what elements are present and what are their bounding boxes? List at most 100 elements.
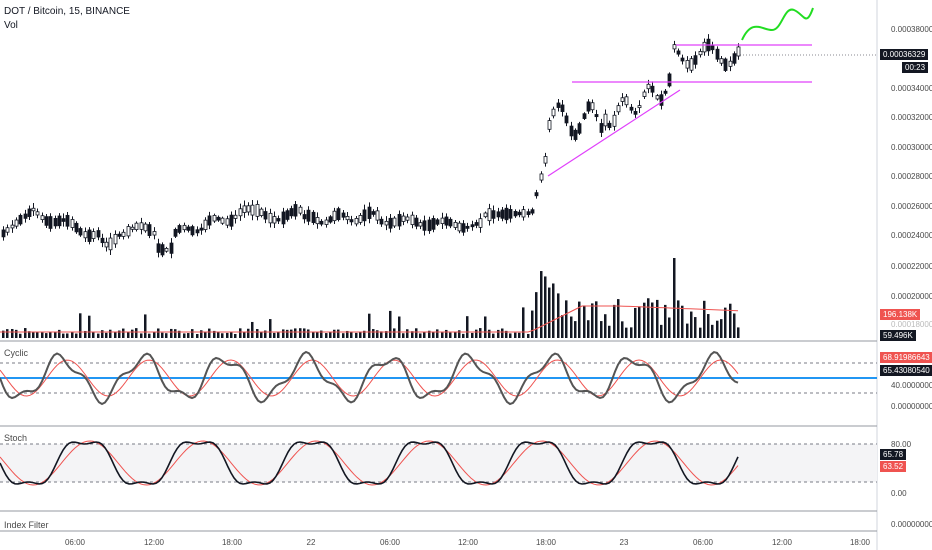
volume-bar (660, 324, 663, 338)
candle-body (169, 242, 174, 254)
candle-body (5, 227, 10, 233)
volume-bar (49, 332, 52, 338)
candle-body (96, 230, 101, 238)
time-tick: 12:00 (143, 538, 165, 547)
candle-body (324, 219, 329, 225)
candle-body (147, 224, 152, 236)
candle-body (551, 108, 556, 117)
symbol-title[interactable]: DOT / Bitcoin, 15, BINANCE (4, 6, 130, 17)
volume-bar (445, 329, 448, 338)
candle-body (698, 51, 703, 56)
stoch-label[interactable]: Stoch (4, 433, 28, 443)
index-filter-label[interactable]: Index Filter (4, 520, 49, 530)
candle-body (650, 85, 655, 93)
candle-body (134, 222, 139, 231)
volume-ma-line (0, 305, 739, 333)
candle-body (719, 58, 724, 64)
volume-bar (273, 332, 276, 338)
volume-bar (600, 321, 603, 338)
time-tick: 12:00 (771, 538, 793, 547)
volume-last-tag: 59.496K (880, 330, 916, 341)
volume-bar (595, 301, 598, 338)
cyclic-label[interactable]: Cyclic (4, 348, 28, 358)
candle-body (143, 223, 148, 232)
volume-bars (0, 258, 740, 338)
candle-body (500, 209, 505, 219)
stoch-d-value: 63.52 (880, 461, 907, 472)
candle-body (238, 208, 243, 217)
candle-body (676, 50, 681, 55)
candle-body (655, 95, 660, 100)
forecast-path (741, 7, 814, 41)
volume-bar (501, 328, 504, 338)
volume-bar (260, 331, 263, 338)
volume-bar (647, 298, 650, 338)
candle-body (491, 210, 496, 219)
volume-bar (32, 331, 35, 338)
candle-body (319, 220, 324, 225)
volume-bar (282, 329, 285, 338)
volume-bar (707, 314, 710, 338)
candle-body (242, 205, 247, 213)
volume-bar (277, 331, 280, 338)
candle-body (14, 219, 19, 227)
volume-bar (247, 328, 250, 338)
volume-bar (294, 328, 297, 338)
volume-bar (101, 330, 104, 338)
volume-bar (58, 329, 61, 338)
candle-body (177, 225, 182, 233)
time-tick: 23 (619, 538, 629, 547)
candle-body (18, 214, 23, 225)
cyclic-signal-line (0, 359, 739, 397)
volume-bar (681, 305, 684, 338)
price-tick: 0.00026000 (891, 202, 932, 211)
volume-bar (15, 329, 18, 338)
candle-body (384, 220, 389, 226)
candle-body (723, 58, 728, 71)
volume-bar (187, 333, 190, 338)
time-tick: 06:00 (692, 538, 714, 547)
current-price-tag: 0.00036329 (880, 49, 929, 60)
volume-bar (492, 333, 495, 338)
vol-label[interactable]: Vol (4, 20, 18, 31)
candle-body (465, 225, 470, 229)
volume-bar (269, 319, 272, 338)
price-tick: 0.00032000 (891, 113, 932, 122)
volume-bar (303, 328, 306, 338)
candle-body (78, 228, 83, 236)
price-tick: 0.00030000 (891, 143, 932, 152)
candle-body (259, 208, 264, 216)
candle-body (263, 211, 268, 220)
drawing-tools[interactable] (547, 7, 877, 177)
stoch-indicator (0, 440, 739, 486)
volume-bar (316, 331, 319, 338)
candle-body (233, 214, 238, 219)
candle-body (521, 209, 526, 218)
candle-body (620, 97, 625, 102)
candle-body (534, 192, 539, 197)
candle-body (289, 208, 294, 217)
candle-body (281, 211, 286, 225)
stoch-band (0, 444, 877, 482)
volume-bar (11, 328, 14, 338)
price-tick: 0.00022000 (891, 262, 932, 271)
candle-body (478, 218, 483, 228)
price-candles (1, 34, 741, 259)
volume-bar (19, 333, 22, 338)
volume-bar (376, 330, 379, 338)
candle-body (702, 41, 707, 53)
volume-bar (522, 307, 525, 338)
volume-bar (196, 333, 199, 338)
candle-body (367, 206, 372, 219)
candle-body (220, 217, 225, 224)
volume-bar (264, 330, 267, 338)
volume-bar (62, 333, 65, 338)
volume-bar (509, 333, 512, 338)
volume-bar (428, 330, 431, 338)
candle-body (354, 218, 359, 225)
volume-bar (2, 330, 5, 338)
volume-bar (604, 314, 607, 338)
stoch-k-value: 65.78 (880, 449, 907, 460)
volume-bar (617, 299, 620, 338)
